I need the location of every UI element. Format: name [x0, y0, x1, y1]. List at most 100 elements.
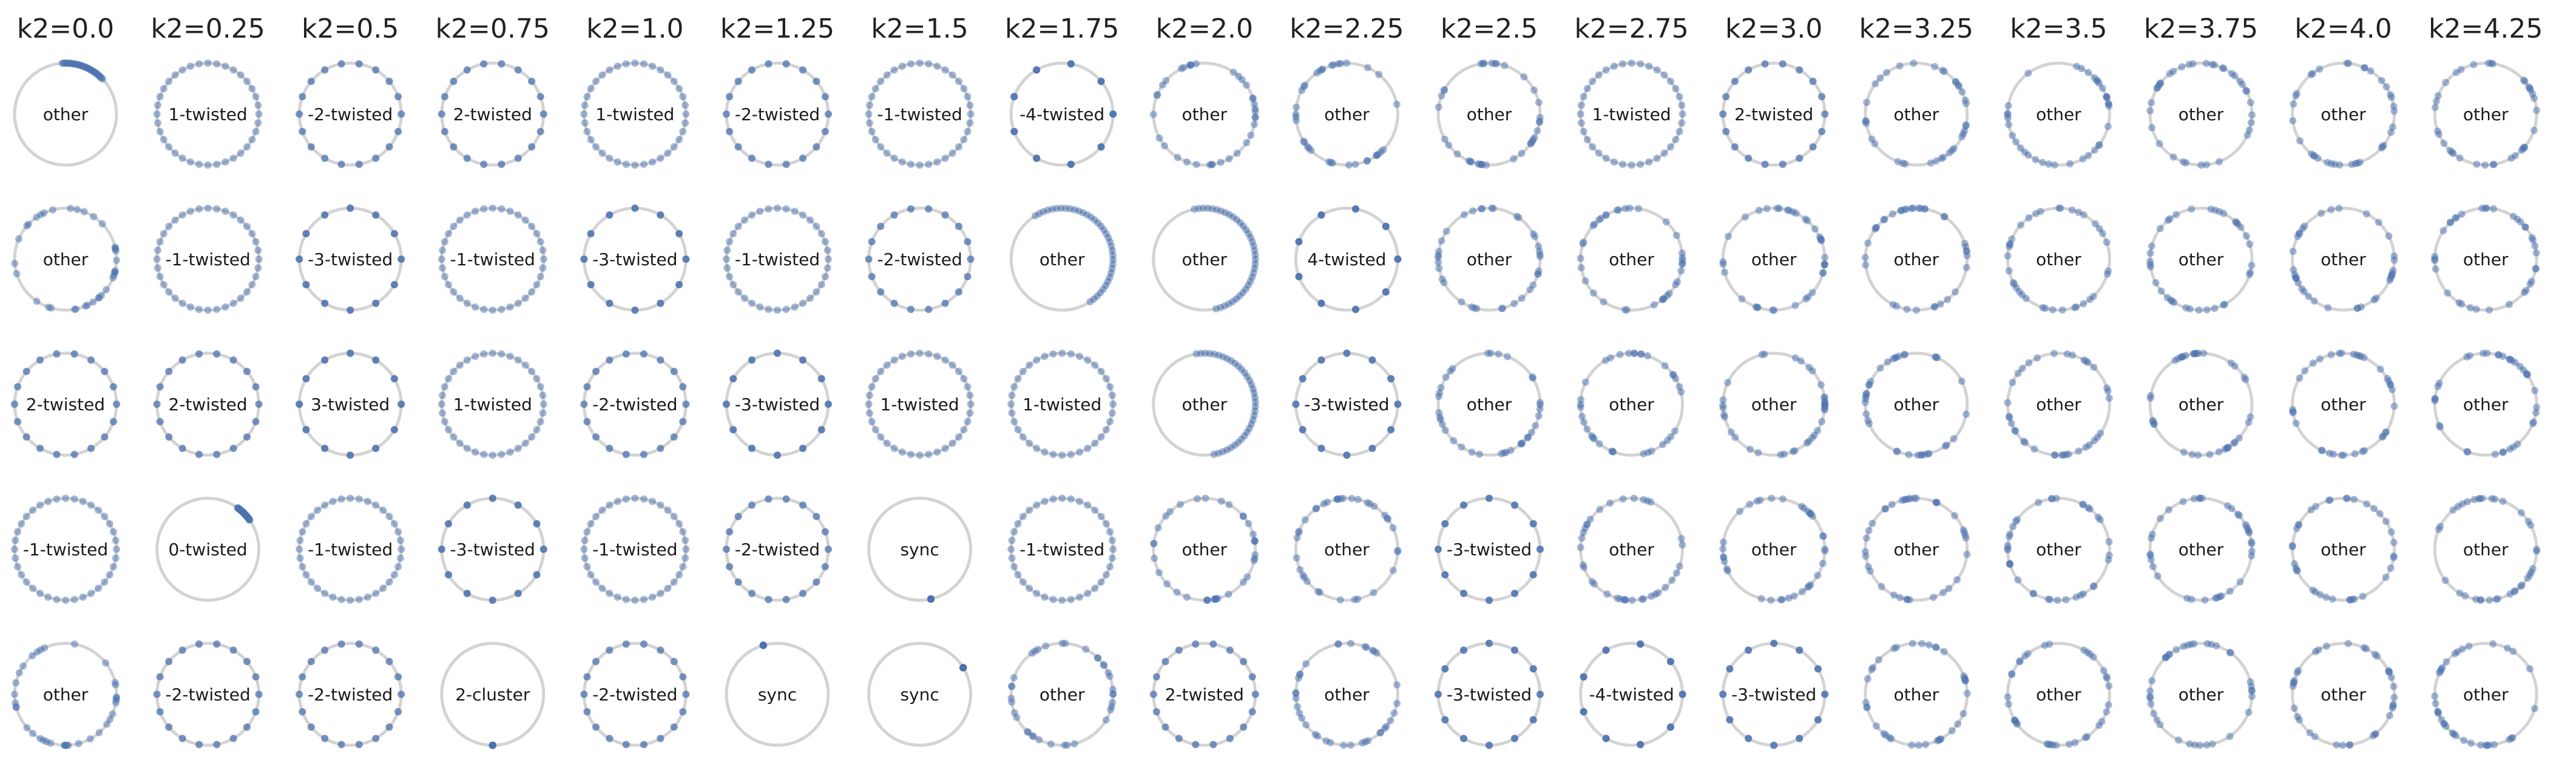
oscillator-point	[314, 506, 322, 514]
oscillator-point	[1058, 640, 1066, 647]
oscillator-point	[2148, 124, 2156, 132]
oscillator-point	[87, 444, 95, 452]
oscillator-point	[539, 264, 547, 272]
oscillator-point	[109, 418, 117, 425]
oscillator-point	[825, 256, 832, 263]
oscillator-point	[1458, 443, 1465, 451]
oscillator-point	[488, 742, 496, 749]
oscillator-point	[948, 149, 956, 157]
oscillator-point	[1577, 543, 1584, 551]
oscillator-point	[2063, 350, 2071, 358]
oscillator-point	[299, 708, 306, 716]
oscillator-point	[394, 563, 402, 571]
oscillator-point	[14, 418, 22, 425]
oscillator-point	[2325, 449, 2333, 457]
oscillator-point	[1047, 740, 1055, 748]
oscillator-point	[514, 356, 522, 364]
oscillator-point	[2080, 300, 2088, 308]
oscillator-point	[734, 78, 742, 86]
oscillator-point	[898, 158, 906, 166]
oscillator-point	[640, 450, 647, 458]
oscillator-point	[1438, 92, 1445, 100]
oscillator-point	[799, 154, 806, 162]
oscillator-point	[390, 230, 398, 237]
oscillator-point	[1067, 350, 1075, 358]
oscillator-point	[868, 418, 876, 425]
oscillator-point	[2489, 640, 2497, 648]
oscillator-point	[307, 143, 315, 151]
state-label: 2-twisted	[453, 104, 532, 124]
oscillator-point	[682, 256, 690, 263]
oscillator-point	[2327, 351, 2335, 359]
oscillator-point	[488, 597, 496, 604]
oscillator-point	[1393, 681, 1401, 689]
cell: other	[1577, 495, 1686, 604]
oscillator-point	[186, 303, 194, 311]
oscillator-point	[1741, 213, 1749, 221]
oscillator-point	[14, 528, 22, 536]
oscillator-point	[1243, 573, 1251, 581]
oscillator-point	[1932, 353, 1940, 361]
oscillator-point	[156, 673, 164, 681]
oscillator-point	[748, 211, 756, 219]
oscillator-point	[587, 230, 595, 237]
oscillator-point	[592, 723, 600, 731]
oscillator-point	[821, 238, 829, 246]
oscillator-point	[1577, 119, 1585, 127]
oscillator-point	[759, 642, 767, 649]
oscillator-point	[156, 383, 164, 391]
oscillator-point	[2091, 74, 2098, 82]
oscillator-point	[1672, 374, 1680, 382]
oscillator-point	[1925, 641, 1933, 649]
oscillator-point	[2434, 92, 2442, 100]
oscillator-point	[1075, 498, 1083, 506]
unit-circle	[155, 496, 261, 602]
oscillator-point	[581, 537, 589, 544]
oscillator-point	[44, 593, 52, 601]
cell: other	[1007, 640, 1117, 749]
oscillator-point	[2387, 564, 2395, 572]
cell: other	[11, 205, 120, 313]
oscillator-point	[2169, 153, 2177, 161]
oscillator-point	[514, 211, 522, 219]
oscillator-point	[1097, 433, 1105, 441]
oscillator-point	[165, 143, 173, 151]
oscillator-point	[1935, 736, 1943, 744]
oscillator-point	[1583, 136, 1591, 143]
oscillator-point	[1881, 505, 1889, 513]
cell: other	[2431, 350, 2541, 458]
oscillator-point	[592, 433, 600, 441]
oscillator-point	[679, 563, 687, 571]
oscillator-point	[670, 723, 678, 731]
oscillator-point	[156, 418, 164, 425]
oscillator-point	[33, 213, 41, 221]
oscillator-point	[1770, 640, 1778, 647]
state-label: -3-twisted	[735, 394, 820, 415]
oscillator-point	[890, 444, 898, 452]
state-label: other	[2179, 685, 2224, 705]
oscillator-point	[506, 353, 514, 361]
oscillator-point	[723, 110, 730, 118]
oscillator-point	[817, 426, 825, 433]
oscillator-point	[2431, 397, 2439, 405]
oscillator-point	[1014, 571, 1022, 578]
oscillator-point	[1467, 158, 1475, 166]
oscillator-point	[955, 143, 962, 151]
oscillator-point	[397, 546, 405, 553]
oscillator-point	[622, 595, 630, 603]
oscillator-point	[2091, 146, 2098, 154]
state-label: 1-twisted	[1592, 104, 1671, 124]
oscillator-point	[1097, 78, 1105, 86]
oscillator-point	[154, 119, 161, 127]
oscillator-point	[1535, 247, 1543, 255]
oscillator-point	[1511, 589, 1518, 597]
oscillator-point	[1387, 375, 1395, 382]
oscillator-point	[2201, 596, 2209, 604]
oscillator-point	[254, 264, 262, 272]
cell: other	[1861, 205, 1971, 314]
oscillator-point	[2532, 265, 2540, 273]
oscillator-point	[213, 205, 221, 213]
oscillator-point	[2068, 206, 2076, 214]
oscillator-point	[907, 305, 915, 313]
oscillator-point	[2219, 64, 2226, 72]
